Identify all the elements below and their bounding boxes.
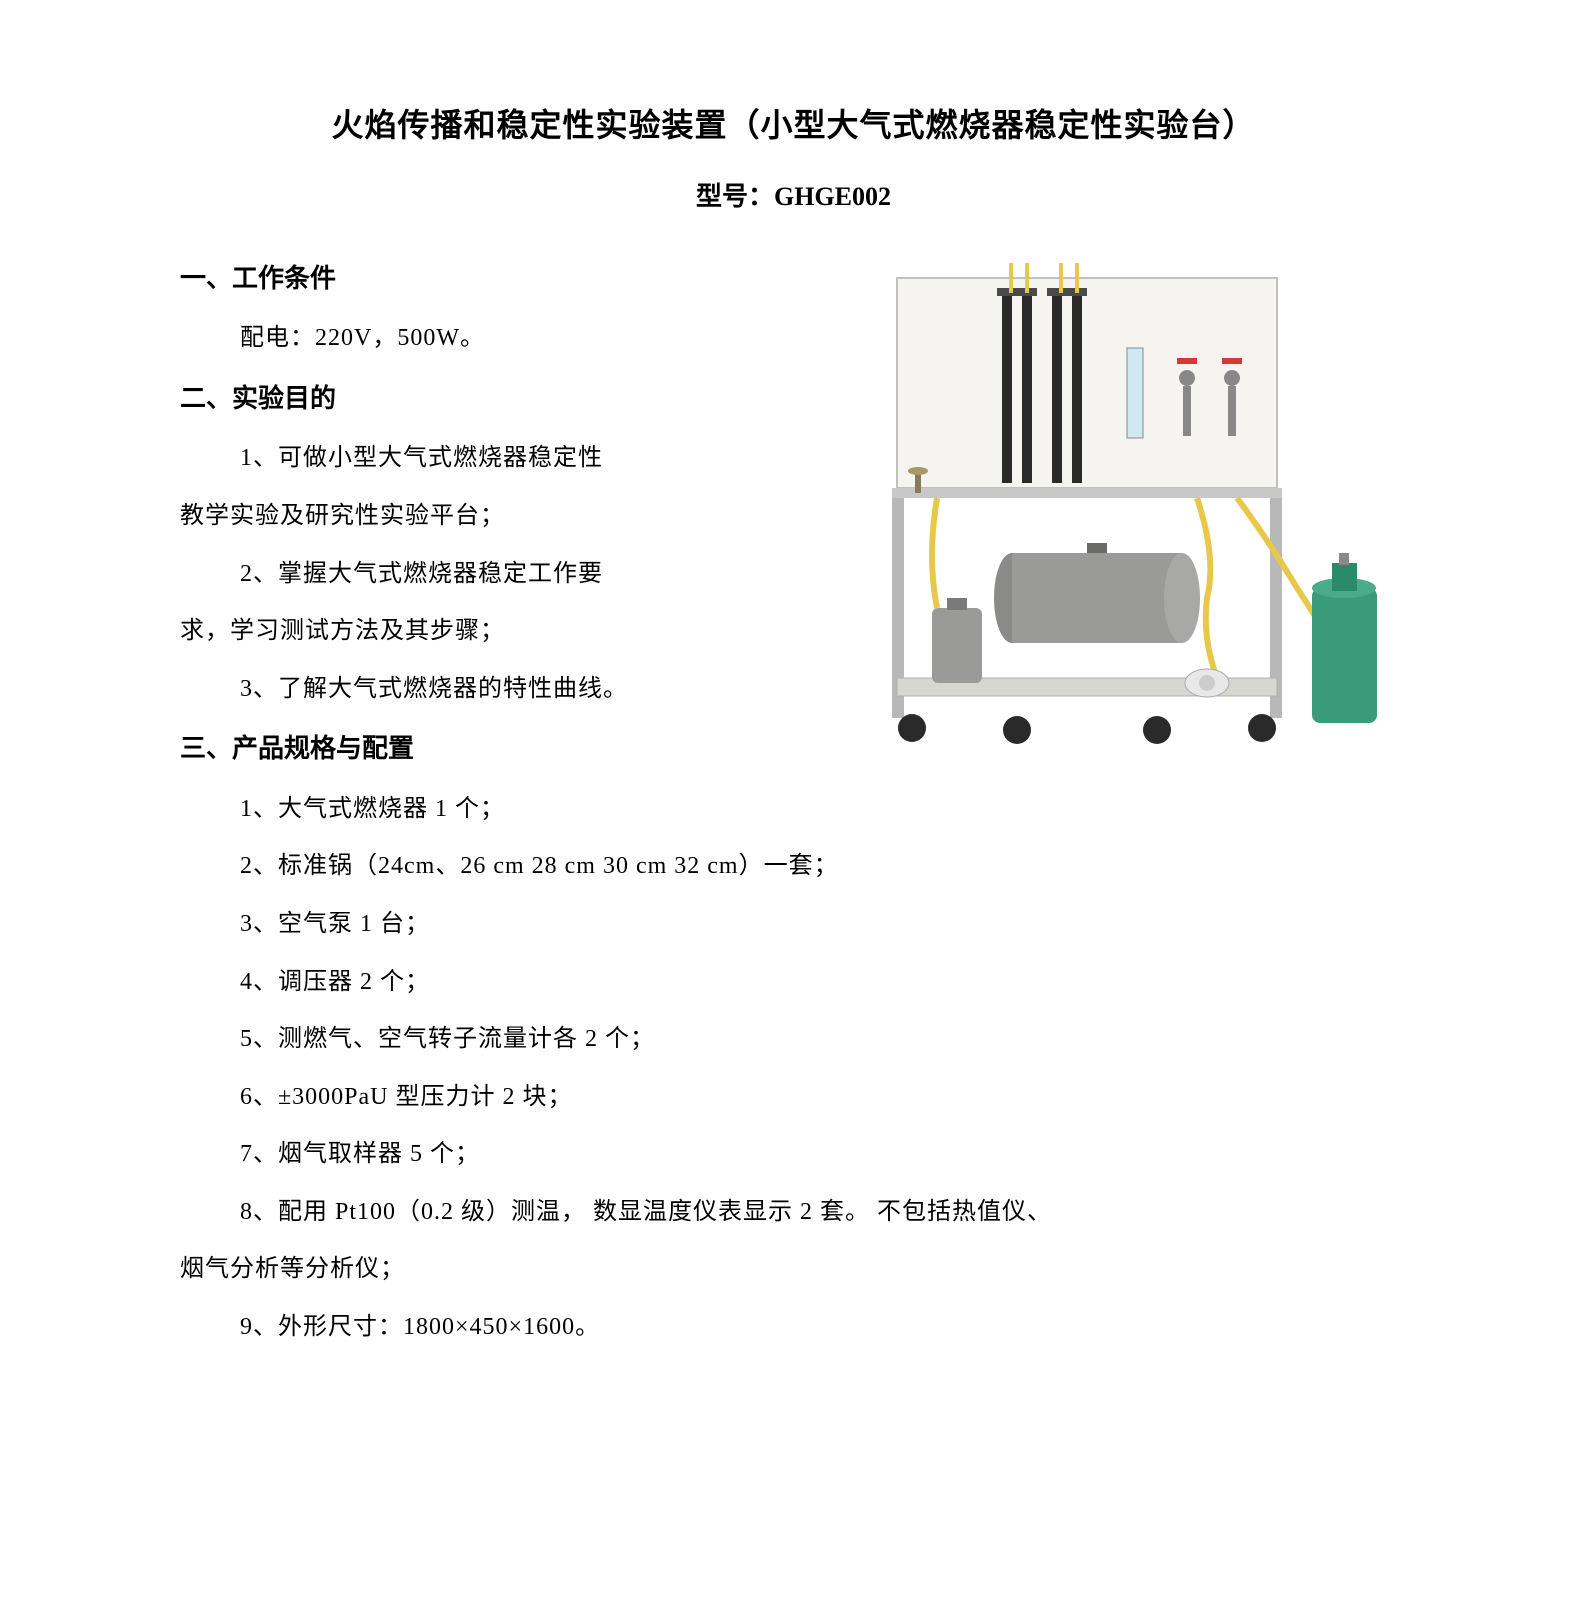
section-2-item-2a: 2、掌握大气式燃烧器稳定工作要	[180, 546, 780, 604]
section-3-item-7: 7、烟气取样器 5 个；	[180, 1126, 1407, 1184]
section-3-item-8a: 8、配用 Pt100（0.2 级）测温， 数显温度仪表显示 2 套。 不包括热值…	[180, 1184, 1407, 1242]
section-2-item-3: 3、了解大气式燃烧器的特性曲线。	[180, 661, 780, 719]
model-number: 型号：GHGE002	[180, 176, 1407, 213]
section-2-item-2b: 求，学习测试方法及其步骤；	[180, 603, 780, 661]
section-3-item-3: 3、空气泵 1 台；	[180, 896, 1407, 954]
section-3-item-9: 9、外形尺寸：1800×450×1600。	[180, 1299, 1407, 1357]
section-3-item-1: 1、大气式燃烧器 1 个；	[180, 781, 1407, 839]
section-3-item-4: 4、调压器 2 个；	[180, 954, 1407, 1012]
section-3-item-2: 2、标准锅（24cm、26 cm 28 cm 30 cm 32 cm）一套；	[180, 838, 1407, 896]
section-2-item-1b: 教学实验及研究性实验平台；	[180, 488, 780, 546]
section-1-line-1: 配电：220V，500W。	[180, 310, 780, 368]
section-3-item-6: 6、±3000PaU 型压力计 2 块；	[180, 1069, 1407, 1127]
content-container: 一、工作条件 配电：220V，500W。 二、实验目的 1、可做小型大气式燃烧器…	[180, 248, 1407, 1357]
section-2-item-1a: 1、可做小型大气式燃烧器稳定性	[180, 430, 780, 488]
section-3-item-8b: 烟气分析等分析仪；	[180, 1241, 1407, 1299]
document-title: 火焰传播和稳定性实验装置（小型大气式燃烧器稳定性实验台）	[180, 100, 1407, 146]
equipment-photo	[837, 258, 1397, 758]
section-3-item-5: 5、测燃气、空气转子流量计各 2 个；	[180, 1011, 1407, 1069]
